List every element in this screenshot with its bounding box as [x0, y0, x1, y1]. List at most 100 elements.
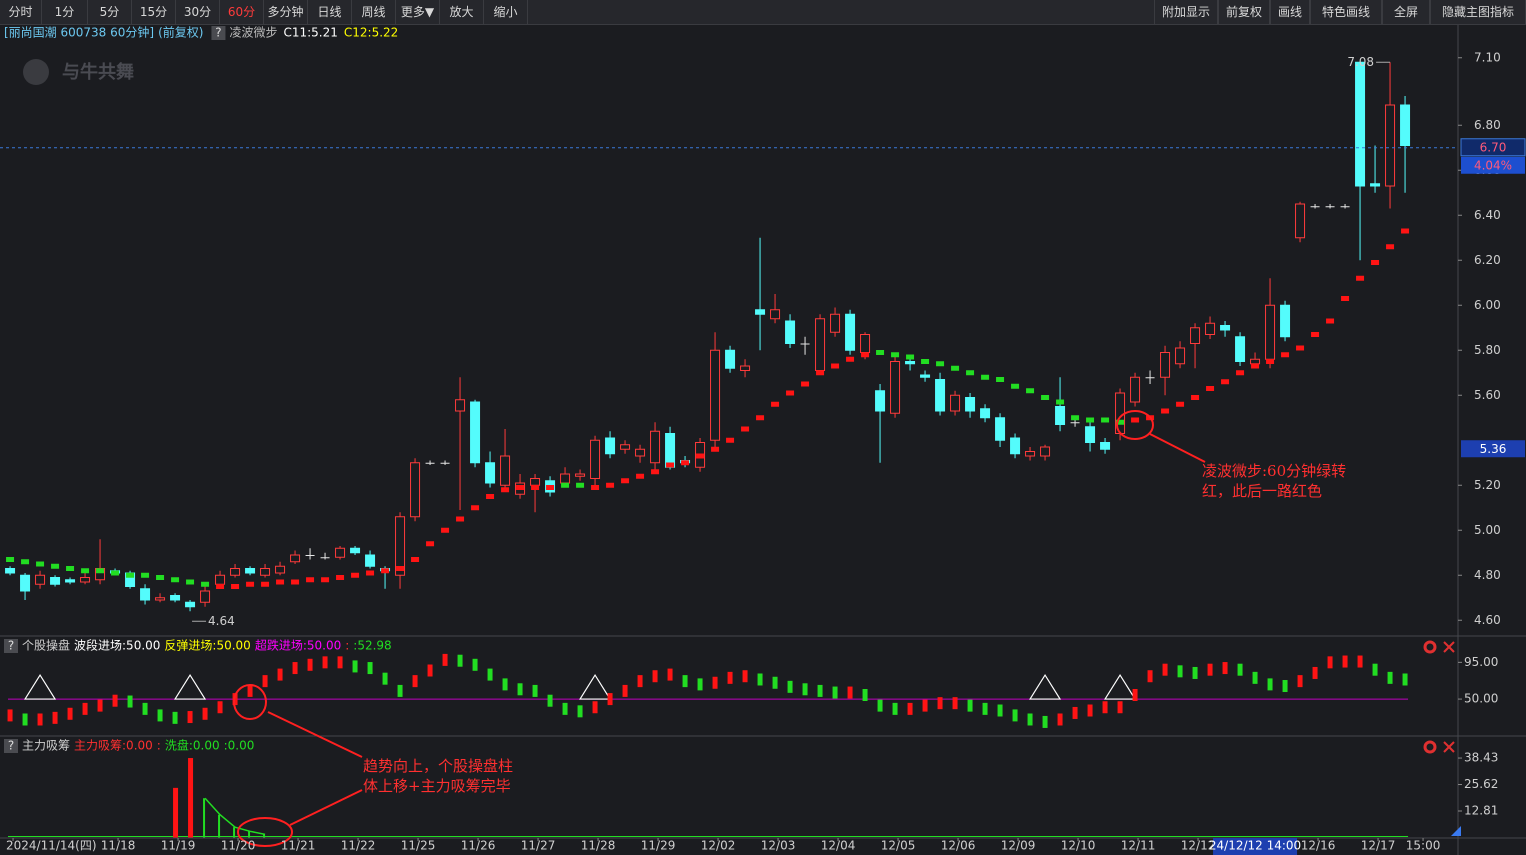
indicator-bar [1132, 689, 1138, 701]
toolbar-button[interactable]: 全屏 [1382, 0, 1430, 24]
candle-body [185, 601, 196, 608]
y-tick-label: 5.80 [1474, 343, 1501, 357]
y-tick-label: 7.10 [1474, 50, 1501, 64]
toolbar-button[interactable]: 分时 [0, 0, 42, 24]
indicator-bar [337, 656, 343, 669]
candle-body [530, 478, 541, 486]
gear-icon[interactable] [1423, 640, 1437, 654]
toolbar-button[interactable]: 15分 [132, 0, 176, 24]
candle-body [1055, 406, 1066, 425]
indicator-dash [66, 566, 75, 571]
candle-body [155, 597, 166, 601]
candle-body [1070, 422, 1080, 424]
indicator-bar [247, 684, 253, 697]
annotation-text: 红，此后一路红色 [1202, 482, 1322, 500]
x-tick-label: 12/10 [1061, 839, 1096, 853]
x-tick-label: 12/06 [941, 839, 976, 853]
toolbar-button[interactable]: 附加显示 [1154, 0, 1218, 24]
indicator-bar [1072, 706, 1078, 719]
toolbar: 分时 1分 5分 15分 30分 60分 多分钟 日线 周线 更多▼ 放大 缩小 附加显示 前复权 画线 特色… [0, 0, 1526, 25]
indicator-dash [111, 570, 120, 576]
indicator-bar [1372, 663, 1378, 676]
indicator-dash [276, 579, 285, 585]
indicator-dash [1086, 417, 1095, 423]
candle-body [935, 379, 946, 412]
indicator-bar [187, 711, 193, 724]
bar [263, 834, 266, 838]
indicator-bar [97, 699, 103, 712]
toolbar-button[interactable]: 更多▼ [396, 0, 440, 24]
x-tick-label: 12/17 [1361, 839, 1396, 853]
y-tick-label: 50.00 [1464, 692, 1498, 706]
indicator-dash [591, 485, 600, 490]
indicator-bar [787, 680, 793, 693]
bar [233, 827, 236, 838]
indicator-dash [231, 584, 240, 589]
indicator-dash [1191, 395, 1200, 400]
indicator-dash [1056, 399, 1065, 405]
indicator-bar [157, 709, 163, 722]
y-tick-label: 6.40 [1474, 208, 1501, 222]
indicator-bar [1252, 671, 1258, 684]
toolbar-button[interactable]: 多分钟 [264, 0, 308, 24]
indicator-dash [711, 446, 720, 452]
toolbar-button[interactable]: 5分 [88, 0, 132, 24]
indicator-bar [22, 713, 28, 726]
close-icon[interactable] [1443, 741, 1455, 753]
close-icon[interactable] [1443, 641, 1455, 653]
indicator-dash [741, 426, 750, 432]
indicator-dash [171, 577, 180, 583]
indicator-bar [322, 656, 328, 669]
indicator-dash [246, 581, 255, 587]
indicator-dash [1131, 417, 1140, 423]
indicator-bar [7, 709, 13, 722]
indicator-dash [1011, 383, 1020, 389]
toolbar-button[interactable]: 30分 [176, 0, 220, 24]
toolbar-button[interactable]: 日线 [308, 0, 352, 24]
toolbar-button[interactable]: 周线 [352, 0, 396, 24]
indicator-bar [1177, 665, 1183, 678]
change-box [1461, 156, 1525, 174]
help-icon: ? [8, 739, 14, 753]
candle-body [440, 462, 450, 464]
indicator-bar [532, 684, 538, 697]
toolbar-button[interactable]: 前复权 [1218, 0, 1270, 24]
toolbar-button[interactable]: 1分 [42, 0, 88, 24]
toolbar-button[interactable]: 画线 [1270, 0, 1310, 24]
indicator-bar [1387, 671, 1393, 684]
toolbar-button[interactable]: 60分 [220, 0, 264, 24]
candle-body [635, 448, 646, 457]
toolbar-button[interactable]: 放大 [440, 0, 484, 24]
indicator-bar [832, 686, 838, 699]
candle-body [1025, 451, 1036, 457]
indicator-dash [1371, 260, 1380, 265]
x-tick-label: 12/02 [701, 839, 736, 853]
indicator-dash [1176, 401, 1185, 407]
candle-body [1190, 327, 1201, 344]
toolbar-button[interactable]: 特色画线 [1310, 0, 1382, 24]
indicator-bar [487, 668, 493, 681]
toolbar-button[interactable]: 缩小 [484, 0, 528, 24]
indicator-dash [96, 568, 105, 574]
candle-body [965, 397, 976, 412]
x-tick-label: 11/19 [161, 839, 196, 853]
indicator-dash [1206, 386, 1215, 391]
indicator-dash [1341, 296, 1350, 301]
indicator-dash [396, 566, 405, 571]
indicator-bar [982, 702, 988, 715]
y-tick-label: 25.62 [1464, 777, 1498, 791]
candle-body [665, 433, 676, 468]
annotation-text: 凌波微步:60分钟绿转 [1202, 462, 1346, 480]
gear-icon[interactable] [1423, 740, 1437, 754]
indicator-dash [981, 374, 990, 380]
indicator-bar [592, 701, 598, 714]
indicator-dash [21, 559, 30, 565]
candle-body [1340, 206, 1350, 208]
indicator-dash [576, 482, 585, 488]
y-tick-label: 5.00 [1474, 523, 1501, 537]
indicator-bar [757, 673, 763, 686]
legend-entry: : [345, 639, 349, 653]
candle-body [755, 309, 766, 315]
candle-body [740, 365, 751, 371]
indicator-bar [172, 711, 178, 724]
